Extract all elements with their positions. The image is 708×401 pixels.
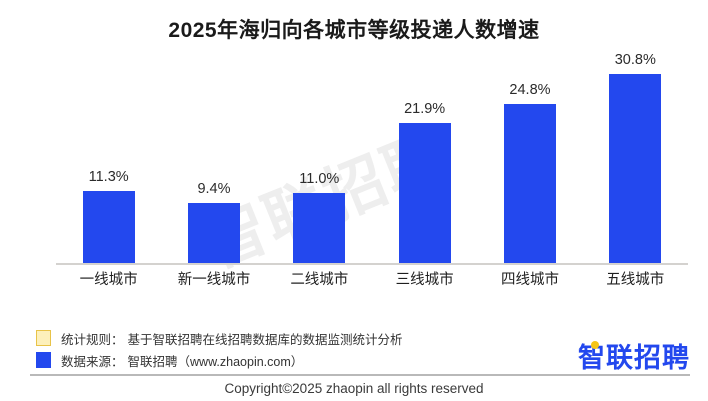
footer-divider bbox=[30, 374, 690, 376]
footnote-text: 基于智联招聘在线招聘数据库的数据监测统计分析 bbox=[127, 332, 403, 347]
bar-rect[interactable] bbox=[398, 122, 451, 263]
bar-rect[interactable] bbox=[187, 202, 240, 263]
legend-swatch-icon bbox=[36, 330, 51, 346]
x-axis-tick-label: 一线城市 bbox=[79, 272, 138, 288]
bar-group: 11.3% bbox=[82, 52, 135, 263]
bar-value-label: 11.3% bbox=[88, 168, 129, 185]
bar-group: 9.4% bbox=[187, 52, 240, 263]
x-axis-tick-label: 二线城市 bbox=[290, 272, 349, 288]
bar-rect[interactable] bbox=[293, 192, 346, 263]
page-title: 2025年海归向各城市等级投递人数增速 bbox=[168, 19, 540, 42]
bar-series: 11.3% 9.4% 11.0% 21.9% 24.8% 30.8% bbox=[56, 52, 688, 263]
x-axis-tick-label: 五线城市 bbox=[606, 272, 665, 288]
bar-group: 11.0% bbox=[293, 52, 346, 263]
chart-plot-area: 11.3% 9.4% 11.0% 21.9% 24.8% 30.8% bbox=[0, 52, 708, 265]
bar-value-label: 11.0% bbox=[299, 170, 340, 187]
bar-group: 24.8% bbox=[503, 52, 556, 263]
x-axis-tick-label: 新一线城市 bbox=[177, 272, 251, 288]
footnote-row: 数据来源： 智联招聘（www.zhaopin.com） bbox=[36, 349, 403, 371]
copyright-text: Copyright©2025 zhaopin all rights reserv… bbox=[224, 381, 484, 396]
bar-value-label: 9.4% bbox=[197, 180, 231, 197]
brand-logo-first-char: 智 bbox=[578, 336, 606, 375]
bar-value-label: 24.8% bbox=[509, 82, 551, 99]
bar-group: 21.9% bbox=[398, 52, 451, 263]
x-axis-labels: 一线城市 新一线城市 二线城市 三线城市 四线城市 五线城市 bbox=[56, 268, 688, 289]
x-axis-tick-label: 四线城市 bbox=[500, 272, 559, 288]
x-axis-tick-label: 三线城市 bbox=[395, 272, 454, 288]
bar-rect[interactable] bbox=[82, 190, 135, 263]
footnote-label: 统计规则： bbox=[61, 332, 124, 347]
footnotes: 统计规则： 基于智联招聘在线招聘数据库的数据监测统计分析 数据来源： 智联招聘（… bbox=[36, 327, 403, 371]
bar-rect[interactable] bbox=[503, 104, 556, 263]
bar-rect[interactable] bbox=[609, 74, 662, 263]
x-axis-line bbox=[56, 263, 688, 265]
bar-group: 30.8% bbox=[609, 52, 662, 263]
footnote-label: 数据来源： bbox=[61, 354, 124, 369]
brand-logo-rest: 联招聘 bbox=[606, 343, 690, 373]
footnote-text: 智联招聘（www.zhaopin.com） bbox=[127, 354, 304, 369]
bar-value-label: 30.8% bbox=[614, 52, 656, 68]
footnote-row: 统计规则： 基于智联招聘在线招聘数据库的数据监测统计分析 bbox=[36, 327, 403, 349]
brand-logo: 智联招聘 bbox=[578, 336, 690, 375]
legend-swatch-icon bbox=[36, 352, 51, 368]
bar-value-label: 21.9% bbox=[404, 100, 446, 117]
